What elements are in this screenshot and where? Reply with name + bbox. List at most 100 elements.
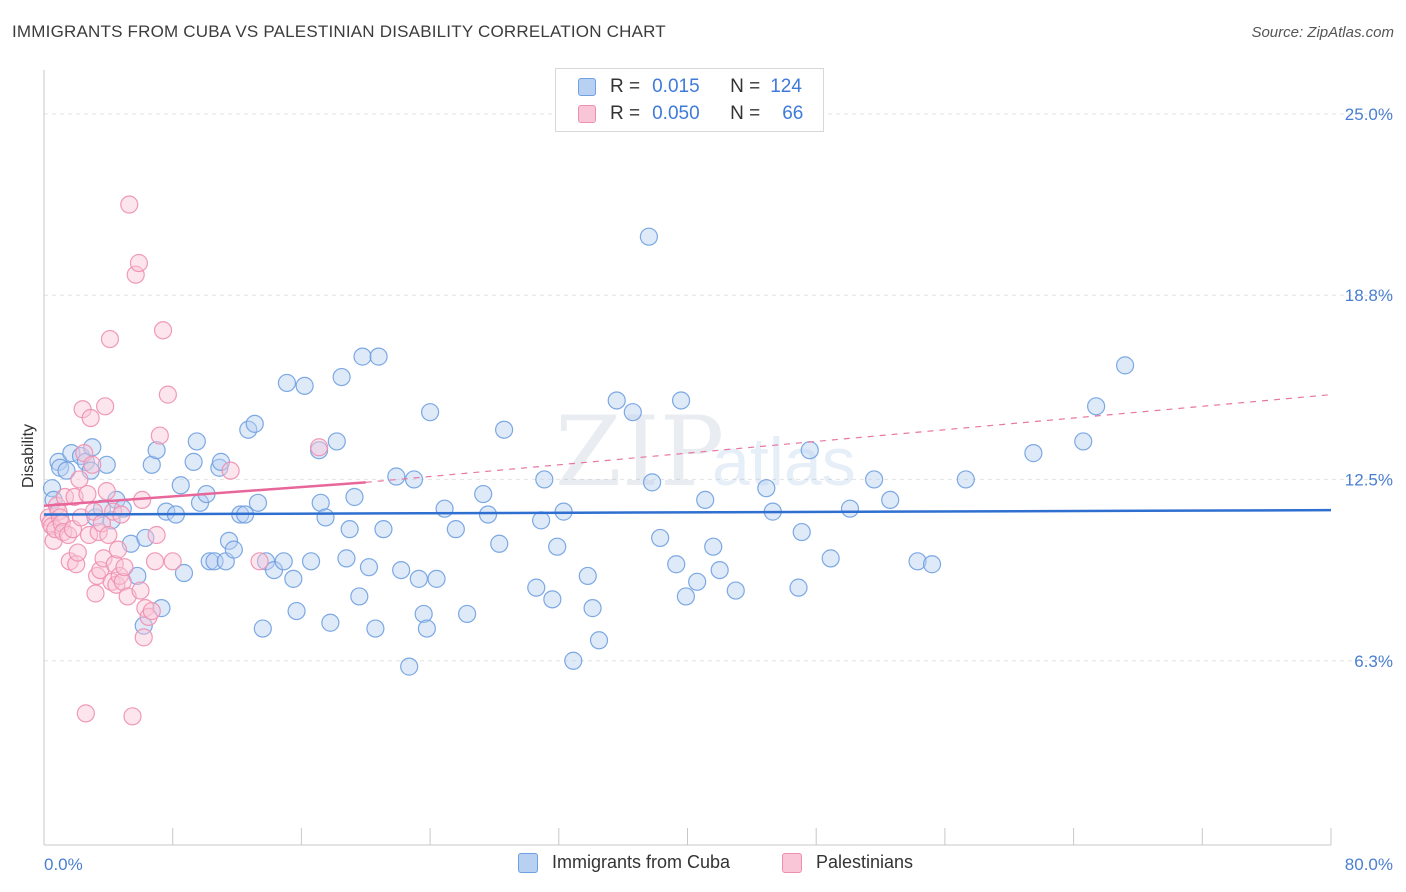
point-cuba [789, 578, 808, 597]
watermark-zip: ZIP [555, 396, 724, 508]
point-cuba [174, 563, 194, 583]
point-cuba [409, 569, 428, 588]
point-cuba [478, 505, 498, 524]
legend-r-value: 0.050 [652, 103, 700, 124]
point-palestinians [78, 484, 97, 504]
point-cuba [956, 470, 975, 489]
point-palestinians [96, 397, 115, 416]
point-palestinians [108, 540, 128, 559]
point-cuba [474, 484, 493, 504]
legend-swatch-cuba [578, 78, 596, 96]
point-cuba [345, 487, 364, 507]
point-cuba [245, 414, 264, 433]
trend-lines [43, 394, 1332, 516]
point-cuba [792, 522, 811, 542]
point-cuba [726, 581, 745, 600]
point-cuba [350, 587, 369, 606]
point-palestinians [250, 552, 269, 571]
point-cuba [578, 566, 597, 586]
point-cuba [623, 403, 642, 422]
point-palestinians [123, 707, 142, 726]
point-cuba [97, 455, 116, 474]
source-label: Source: ZipAtlas.com [1251, 24, 1394, 41]
point-cuba [1024, 444, 1043, 463]
point-cuba [327, 432, 346, 451]
point-palestinians [150, 426, 169, 445]
point-cuba [710, 560, 729, 580]
point-cuba [337, 549, 356, 568]
trend-line-palestinians-extension [365, 394, 1332, 483]
chart-title: IMMIGRANTS FROM CUBA VS PALESTINIAN DISA… [12, 22, 666, 41]
point-cuba [435, 499, 454, 518]
point-palestinians [86, 584, 105, 603]
point-cuba [696, 490, 715, 510]
point-cuba [248, 493, 268, 512]
tick-labels: 6.3% 12.5% 18.8% 25.0% 0.0% 80.0% [44, 105, 1393, 874]
point-cuba [639, 227, 658, 246]
point-palestinians [94, 549, 113, 568]
axes [43, 70, 1332, 846]
point-cuba [321, 613, 340, 632]
point-cuba [840, 499, 860, 518]
point-cuba [295, 376, 314, 395]
point-palestinians [67, 555, 86, 574]
y-tick-label: 18.8% [1345, 286, 1393, 305]
point-cuba [688, 572, 707, 591]
point-cuba [184, 452, 203, 471]
point-cuba [274, 552, 293, 571]
legend-r-label: R = [610, 103, 641, 124]
point-cuba [427, 569, 446, 588]
point-cuba [495, 420, 514, 439]
point-palestinians [147, 525, 166, 545]
point-cuba [548, 537, 567, 556]
point-cuba [458, 604, 477, 624]
point-cuba [757, 479, 776, 498]
point-palestinians [70, 470, 89, 489]
legend-n-value: 124 [770, 76, 802, 97]
point-cuba [301, 552, 321, 571]
point-palestinians [129, 253, 149, 273]
point-cuba [42, 479, 62, 498]
watermark: ZIP atlas [555, 396, 856, 508]
point-cuba [147, 441, 166, 460]
legend-row-palestinians: R = 0.050 N = 66 [578, 102, 803, 126]
x-tick-label: 0.0% [44, 855, 83, 874]
point-cuba [490, 534, 509, 553]
point-palestinians [76, 704, 95, 723]
point-cuba [253, 619, 272, 638]
y-tick-label: 6.3% [1354, 652, 1393, 671]
y-tick-label: 12.5% [1345, 470, 1393, 489]
point-cuba [316, 508, 335, 527]
bottom-legend-swatch-palestinians [782, 852, 802, 873]
point-palestinians [68, 543, 87, 562]
point-palestinians [99, 525, 118, 545]
point-cuba [400, 657, 419, 676]
bottom-legend-item-cuba: Immigrants from Cuba [518, 852, 730, 873]
point-cuba [446, 520, 465, 539]
point-cuba [414, 604, 433, 624]
point-cuba [589, 631, 609, 650]
point-cuba [311, 493, 330, 512]
point-cuba [136, 528, 155, 548]
point-palestinians [131, 581, 150, 600]
point-cuba [543, 590, 562, 609]
point-cuba [421, 403, 440, 422]
point-cuba [417, 619, 436, 638]
point-cuba [332, 367, 351, 387]
point-cuba [392, 560, 411, 580]
point-palestinians [120, 195, 139, 214]
point-palestinians [221, 461, 240, 480]
point-cuba [564, 651, 583, 670]
point-palestinians [309, 438, 329, 457]
x-tick-label: 80.0% [1345, 855, 1393, 874]
point-cuba [57, 461, 76, 480]
trend-line-cuba [43, 508, 1332, 516]
point-cuba [922, 555, 942, 574]
point-palestinians [115, 558, 134, 577]
point-cuba [527, 578, 546, 597]
point-palestinians [134, 628, 153, 647]
legend-r-value: 0.015 [652, 76, 700, 97]
point-cuba [676, 587, 695, 606]
point-cuba [1074, 432, 1093, 451]
bottom-legend-label-palestinians: Palestinians [816, 852, 914, 872]
